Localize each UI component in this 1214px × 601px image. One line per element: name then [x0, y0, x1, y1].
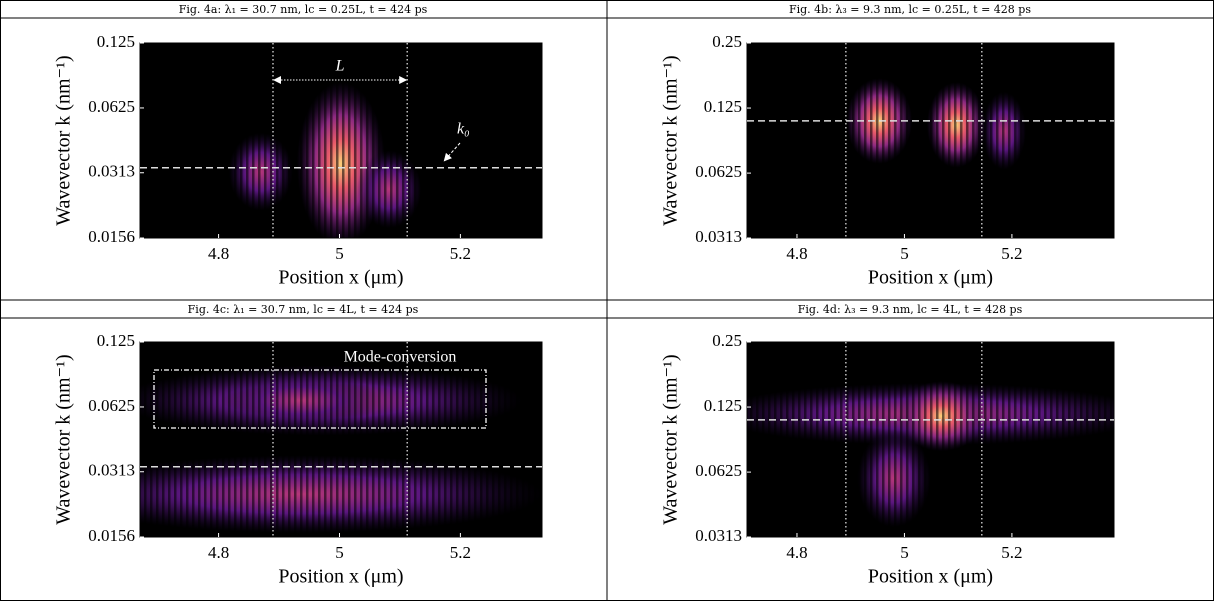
x-tick-label: 4.8 [786, 244, 807, 263]
y-tick-label: 0.0313 [88, 461, 135, 480]
y-axis-label: Wavevector k (nm⁻¹) [53, 354, 75, 524]
annotation: Mode-conversion [344, 349, 457, 366]
y-tick-label: 0.0625 [88, 396, 135, 415]
mode-box [153, 369, 487, 429]
panel-title: Fig. 4c: λ₁ = 30.7 nm, lc = 4L, t = 424 … [188, 303, 419, 316]
heatmap [747, 43, 1114, 238]
panel-title: Fig. 4a: λ₁ = 30.7 nm, lc = 0.25L, t = 4… [179, 3, 428, 16]
y-tick-label: 0.0625 [88, 97, 135, 116]
y-axis-label: Wavevector k (nm⁻¹) [53, 55, 75, 225]
x-tick-label: 4.8 [208, 244, 229, 263]
annotation: k₀ [457, 121, 470, 138]
y-tick-label: 0.0313 [88, 162, 135, 181]
axes-box [139, 42, 543, 239]
stripes [747, 43, 1114, 238]
x-tick-label: 5 [335, 543, 344, 562]
x-axis-label: Position x (μm) [868, 566, 993, 588]
y-axis-label: Wavevector k (nm⁻¹) [660, 354, 682, 524]
x-tick-label: 5 [900, 244, 909, 263]
x-axis-label: Position x (μm) [278, 267, 403, 289]
x-axis-label: Position x (μm) [868, 267, 993, 289]
annotation: L [335, 58, 345, 75]
x-tick-label: 4.8 [786, 543, 807, 562]
x-tick-label: 5.2 [450, 543, 471, 562]
x-axis-label: Position x (μm) [278, 566, 403, 588]
stripes [140, 342, 542, 537]
axes-box [139, 341, 543, 538]
panel-title: Fig. 4b: λ₃ = 9.3 nm, lc = 0.25L, t = 42… [789, 3, 1031, 16]
axes-box [746, 341, 1115, 538]
y-tick-label: 0.0625 [695, 461, 742, 480]
x-tick-label: 5.2 [1001, 543, 1022, 562]
y-tick-label: 0.125 [97, 32, 135, 51]
axes-box [746, 42, 1115, 239]
y-tick-label: 0.25 [712, 32, 742, 51]
heatmap [747, 342, 1114, 537]
x-tick-label: 5 [335, 244, 344, 263]
y-tick-label: 0.0625 [695, 162, 742, 181]
y-tick-label: 0.125 [97, 331, 135, 350]
stripes [747, 342, 1114, 537]
y-tick-label: 0.0313 [695, 227, 742, 246]
y-tick-label: 0.0156 [88, 227, 135, 246]
y-tick-label: 0.125 [704, 396, 742, 415]
x-tick-label: 5 [900, 543, 909, 562]
k0-arrow [443, 142, 461, 162]
stripes [140, 43, 542, 238]
heatmap [140, 43, 542, 238]
y-tick-label: 0.125 [704, 97, 742, 116]
x-tick-label: 5.2 [450, 244, 471, 263]
y-axis-label: Wavevector k (nm⁻¹) [660, 55, 682, 225]
y-tick-label: 0.0313 [695, 526, 742, 545]
y-tick-label: 0.0156 [88, 526, 135, 545]
panel-title: Fig. 4d: λ₃ = 9.3 nm, lc = 4L, t = 428 p… [798, 303, 1023, 316]
heatmap [140, 342, 542, 537]
x-tick-label: 5.2 [1001, 244, 1022, 263]
y-tick-label: 0.25 [712, 331, 742, 350]
x-tick-label: 4.8 [208, 543, 229, 562]
